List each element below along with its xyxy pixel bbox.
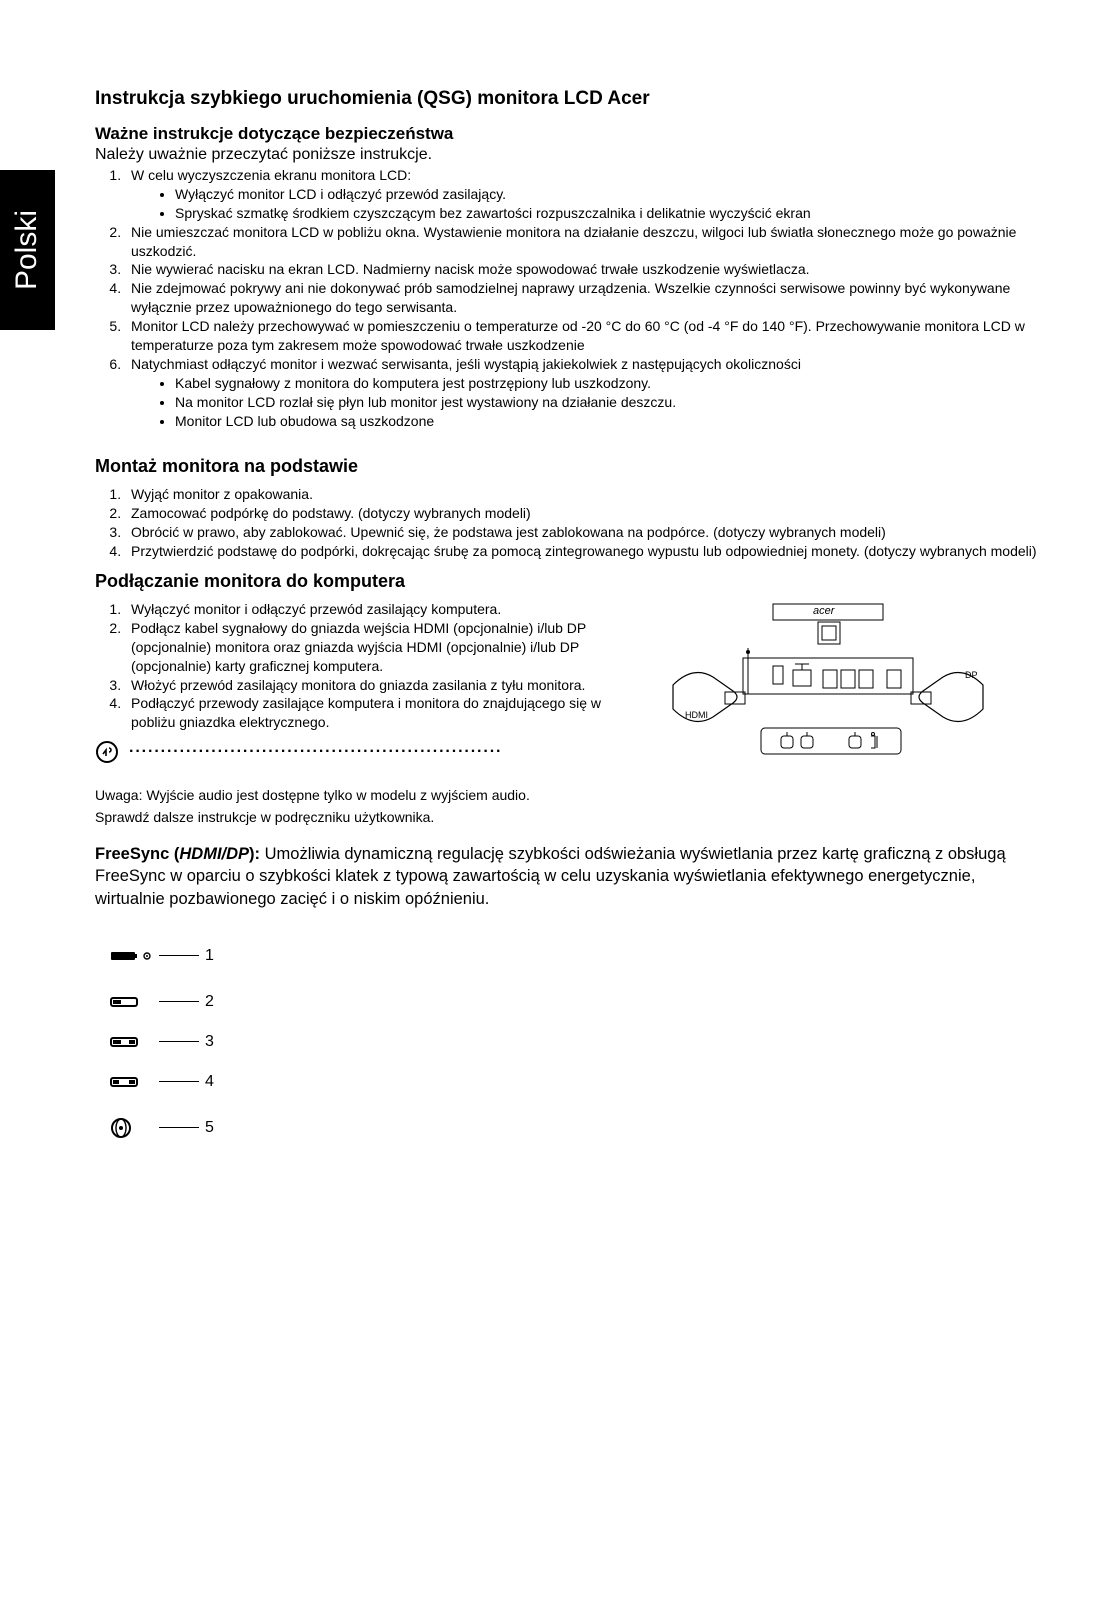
page-title: Instrukcja szybkiego uruchomienia (QSG) … bbox=[95, 88, 1045, 110]
button-3-icon bbox=[109, 1034, 153, 1050]
note-divider: ········································… bbox=[95, 740, 635, 764]
button-4-icon bbox=[109, 1074, 153, 1090]
button-label: 1 bbox=[205, 947, 214, 965]
connect-heading: Podłączanie monitora do komputera bbox=[95, 571, 1045, 592]
list-item: Kabel sygnałowy z monitora do komputera … bbox=[175, 374, 1045, 393]
list-item: Nie umieszczać monitora LCD w pobliżu ok… bbox=[125, 223, 1045, 261]
safety-lead: Należy uważnie przeczytać poniższe instr… bbox=[95, 146, 1045, 164]
list-item: Wyłączyć monitor i odłączyć przewód zasi… bbox=[125, 600, 635, 619]
list-item: Na monitor LCD rozlał się płyn lub monit… bbox=[175, 393, 1045, 412]
dp-port bbox=[887, 670, 901, 688]
list-item: Wyjąć monitor z opakowania. bbox=[125, 485, 1045, 504]
svg-text:HDMI: HDMI bbox=[685, 710, 708, 720]
freesync-paragraph: FreeSync (HDMI/DP): Umożliwia dynamiczną… bbox=[95, 843, 1045, 910]
language-label: Polski bbox=[11, 210, 45, 290]
list-item: Podłącz kabel sygnałowy do gniazda wejśc… bbox=[125, 619, 635, 676]
button-5-icon bbox=[109, 1116, 153, 1140]
svg-text:DP: DP bbox=[965, 670, 978, 680]
connection-diagram: acer bbox=[663, 600, 993, 775]
dots: ········································… bbox=[129, 743, 502, 761]
dp-hand-icon: DP bbox=[911, 670, 983, 722]
button-label: 3 bbox=[205, 1033, 214, 1051]
list-item: Podłączyć przewody zasilające komputera … bbox=[125, 694, 635, 732]
hdmi-hand-icon: HDMI bbox=[673, 673, 745, 722]
list-item: Nie zdejmować pokrywy ani nie dokonywać … bbox=[125, 279, 1045, 317]
list-item: Spryskać szmatkę środkiem czyszczącym be… bbox=[175, 204, 1045, 223]
note-icon bbox=[95, 740, 119, 764]
list-item: Obrócić w prawo, aby zablokować. Upewnić… bbox=[125, 523, 1045, 542]
list-item: Wyłączyć monitor LCD i odłączyć przewód … bbox=[175, 185, 1045, 204]
list-item: Zamocować podpórkę do podstawy. (dotyczy… bbox=[125, 504, 1045, 523]
mount-list: Wyjąć monitor z opakowania. Zamocować po… bbox=[95, 485, 1045, 561]
hdmi-ports bbox=[823, 670, 873, 688]
mount-heading: Montaż monitora na podstawie bbox=[95, 456, 1045, 477]
connect-list: Wyłączyć monitor i odłączyć przewód zasi… bbox=[95, 600, 635, 732]
page-content: Instrukcja szybkiego uruchomienia (QSG) … bbox=[95, 88, 1045, 1148]
note-line1: Uwaga: Wyjście audio jest dostępne tylko… bbox=[95, 787, 1045, 803]
language-tab: Polski bbox=[0, 170, 55, 330]
list-item: Przytwierdzić podstawę do podpórki, dokr… bbox=[125, 542, 1045, 561]
note-line2: Sprawdź dalsze instrukcje w podręczniku … bbox=[95, 809, 1045, 825]
button-2-icon bbox=[109, 994, 153, 1010]
list-item: W celu wyczyszczenia ekranu monitora LCD… bbox=[125, 166, 1045, 223]
button-label: 2 bbox=[205, 993, 214, 1011]
list-item: Monitor LCD należy przechowywać w pomies… bbox=[125, 317, 1045, 355]
safety-list: W celu wyczyszczenia ekranu monitora LCD… bbox=[95, 166, 1045, 430]
button-diagram: 1 2 3 bbox=[109, 936, 1045, 1148]
safety-heading: Ważne instrukcje dotyczące bezpieczeństw… bbox=[95, 124, 1045, 144]
list-item: Natychmiast odłączyć monitor i wezwać se… bbox=[125, 355, 1045, 431]
list-item: Nie wywierać nacisku na ekran LCD. Nadmi… bbox=[125, 260, 1045, 279]
button-label: 4 bbox=[205, 1073, 214, 1091]
button-label: 5 bbox=[205, 1119, 214, 1137]
button-1-icon bbox=[109, 946, 153, 966]
list-item: Włożyć przewód zasilający monitora do gn… bbox=[125, 676, 635, 695]
brand-label: acer bbox=[813, 605, 836, 617]
list-item: Monitor LCD lub obudowa są uszkodzone bbox=[175, 412, 1045, 431]
